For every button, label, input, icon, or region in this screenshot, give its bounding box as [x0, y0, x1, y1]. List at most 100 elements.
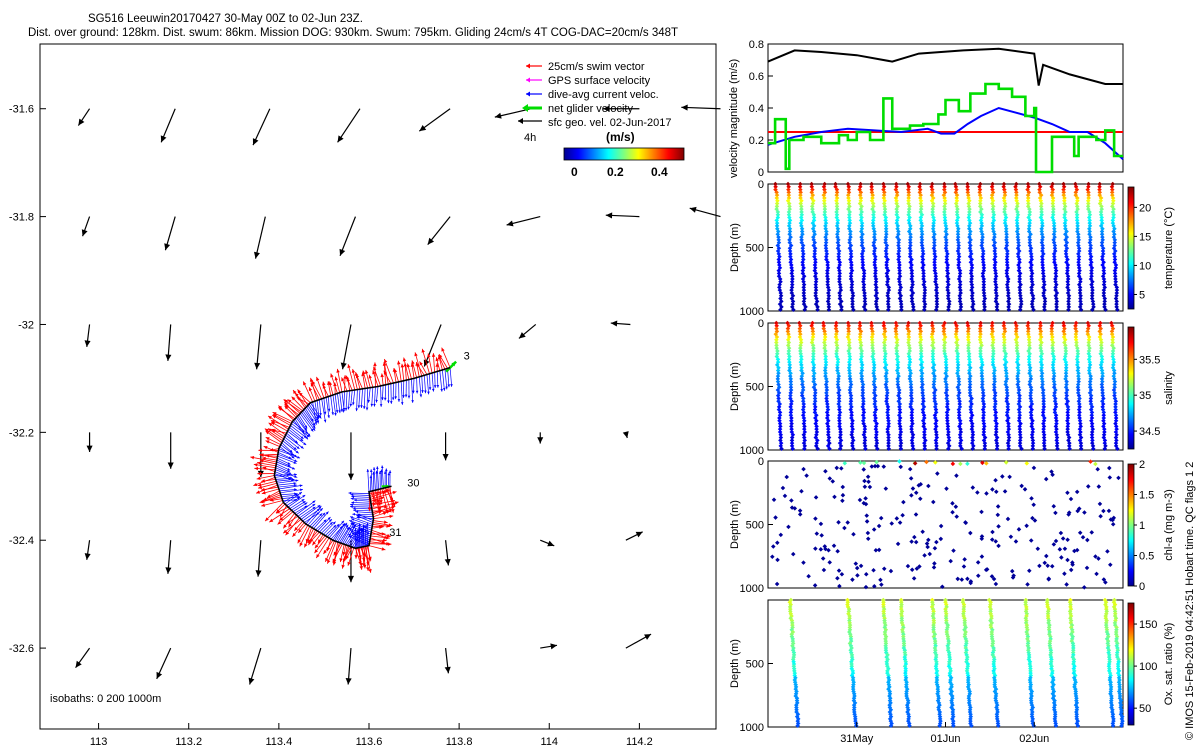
geostrophic-vector-head [547, 540, 555, 547]
geostrophic-vector-head [156, 671, 163, 679]
dac-vector-head [412, 390, 415, 394]
geostrophic-vector-head [518, 332, 526, 339]
dac-vector [278, 484, 303, 490]
dac-vector [426, 374, 430, 395]
profile-point [873, 276, 879, 282]
dac-vector-head [316, 415, 319, 419]
dac-vector [288, 428, 304, 442]
profile-point [800, 268, 806, 273]
geostrophic-vector-head [644, 634, 652, 640]
swim-vector-shaft [441, 347, 451, 368]
map-ticks: 113 113.2 113.4 113.6 113.8 114 114.2-31.6-31.… [9, 104, 653, 748]
swim-vector [364, 369, 371, 388]
dac-vector [357, 389, 361, 409]
dac-vector-head [293, 461, 297, 464]
dac-vector [277, 482, 297, 486]
swim-vector [302, 381, 314, 403]
dac-vector-shaft [303, 409, 316, 426]
swim-vector [376, 489, 380, 504]
profile-colorbar [1127, 326, 1135, 450]
profile-point [777, 285, 782, 290]
dac-vector-head [335, 410, 339, 413]
dac-vector-head [397, 399, 401, 402]
swim-vector-shaft [403, 357, 410, 380]
dac-vector-head [312, 500, 316, 504]
swim-vector-head [286, 520, 291, 524]
dac-vector-head [350, 530, 354, 533]
dac-vector-head [291, 455, 295, 459]
dac-vector-shaft [307, 405, 319, 422]
geostrophic-vector [252, 108, 271, 146]
profile-point [789, 262, 794, 268]
dac-vector [389, 383, 393, 404]
dac-vector [351, 501, 371, 504]
map-xtick-label: 113 [90, 736, 108, 748]
dac-vector [424, 375, 427, 394]
dac-vector-head [348, 491, 352, 495]
dac-vector-head [402, 395, 405, 398]
dac-vector-head [373, 403, 376, 407]
dac-vector-head [380, 465, 384, 469]
dac-vector [387, 472, 391, 488]
geostrophic-vector [625, 633, 652, 649]
swim-vector-head [264, 428, 269, 433]
dac-vector-shaft [426, 374, 430, 395]
dac-vector-shaft [306, 406, 318, 423]
geostrophic-vector [339, 216, 357, 257]
swim-vector-head [343, 558, 347, 563]
geostrophic-vector-head [165, 567, 172, 574]
swim-vector-head [307, 539, 312, 544]
swim-vector [258, 448, 279, 453]
profile-point [801, 285, 806, 290]
profile-point [815, 307, 820, 312]
swim-vector [265, 430, 282, 444]
swim-vector-head [368, 374, 372, 379]
profile-point [825, 282, 830, 287]
dac-vector-shaft [342, 522, 355, 544]
swim-vector [372, 522, 393, 527]
profile-point [825, 259, 830, 265]
swim-vector-head [431, 353, 436, 357]
swim-vector [351, 368, 358, 390]
dac-vector-shaft [308, 403, 320, 420]
dac-vector-head [305, 431, 309, 434]
swim-vector-shaft [302, 381, 314, 403]
legend-4h: 4h [524, 132, 536, 144]
dac-vector-shaft [361, 388, 363, 408]
map-ytick-label: -32.6 [9, 643, 34, 655]
swim-vector [327, 381, 332, 396]
swim-vector-head [312, 380, 316, 385]
dac-vector-head [293, 482, 297, 485]
dac-vector-shaft [332, 394, 337, 416]
profile-point [813, 265, 818, 271]
dac-vector [353, 498, 371, 502]
dac-vector-shaft [348, 527, 371, 537]
profile-point [837, 259, 843, 265]
swim-vector [307, 530, 318, 544]
swim-vector-shaft [383, 488, 392, 513]
dac-vector [400, 381, 404, 405]
swim-vector-head [367, 507, 372, 512]
profile-point [776, 271, 782, 276]
geostrophic-vector [337, 108, 361, 143]
colorbar-tick-0: 0 [571, 165, 578, 179]
swim-vector [279, 509, 292, 521]
swim-vector [437, 355, 443, 371]
dac-vector-head [294, 475, 298, 478]
swim-vector [346, 377, 351, 391]
dac-vector-shaft [288, 428, 304, 442]
profile-point [824, 254, 829, 259]
dac-vector-shaft [351, 518, 373, 527]
swim-vector-head [333, 382, 337, 387]
legend-gps-head [526, 77, 530, 83]
dac-vector-shaft [305, 505, 322, 525]
geostrophic-vector [506, 216, 541, 227]
dac-vector-shaft [439, 370, 443, 392]
dac-vector-shaft [347, 533, 370, 543]
swim-vector-shaft [365, 546, 369, 571]
profile-point [813, 282, 819, 287]
dac-vector-shaft [321, 398, 326, 423]
geostrophic-vector-head [442, 454, 449, 461]
geostrophic-vector [347, 432, 355, 480]
profile-point [825, 279, 830, 285]
